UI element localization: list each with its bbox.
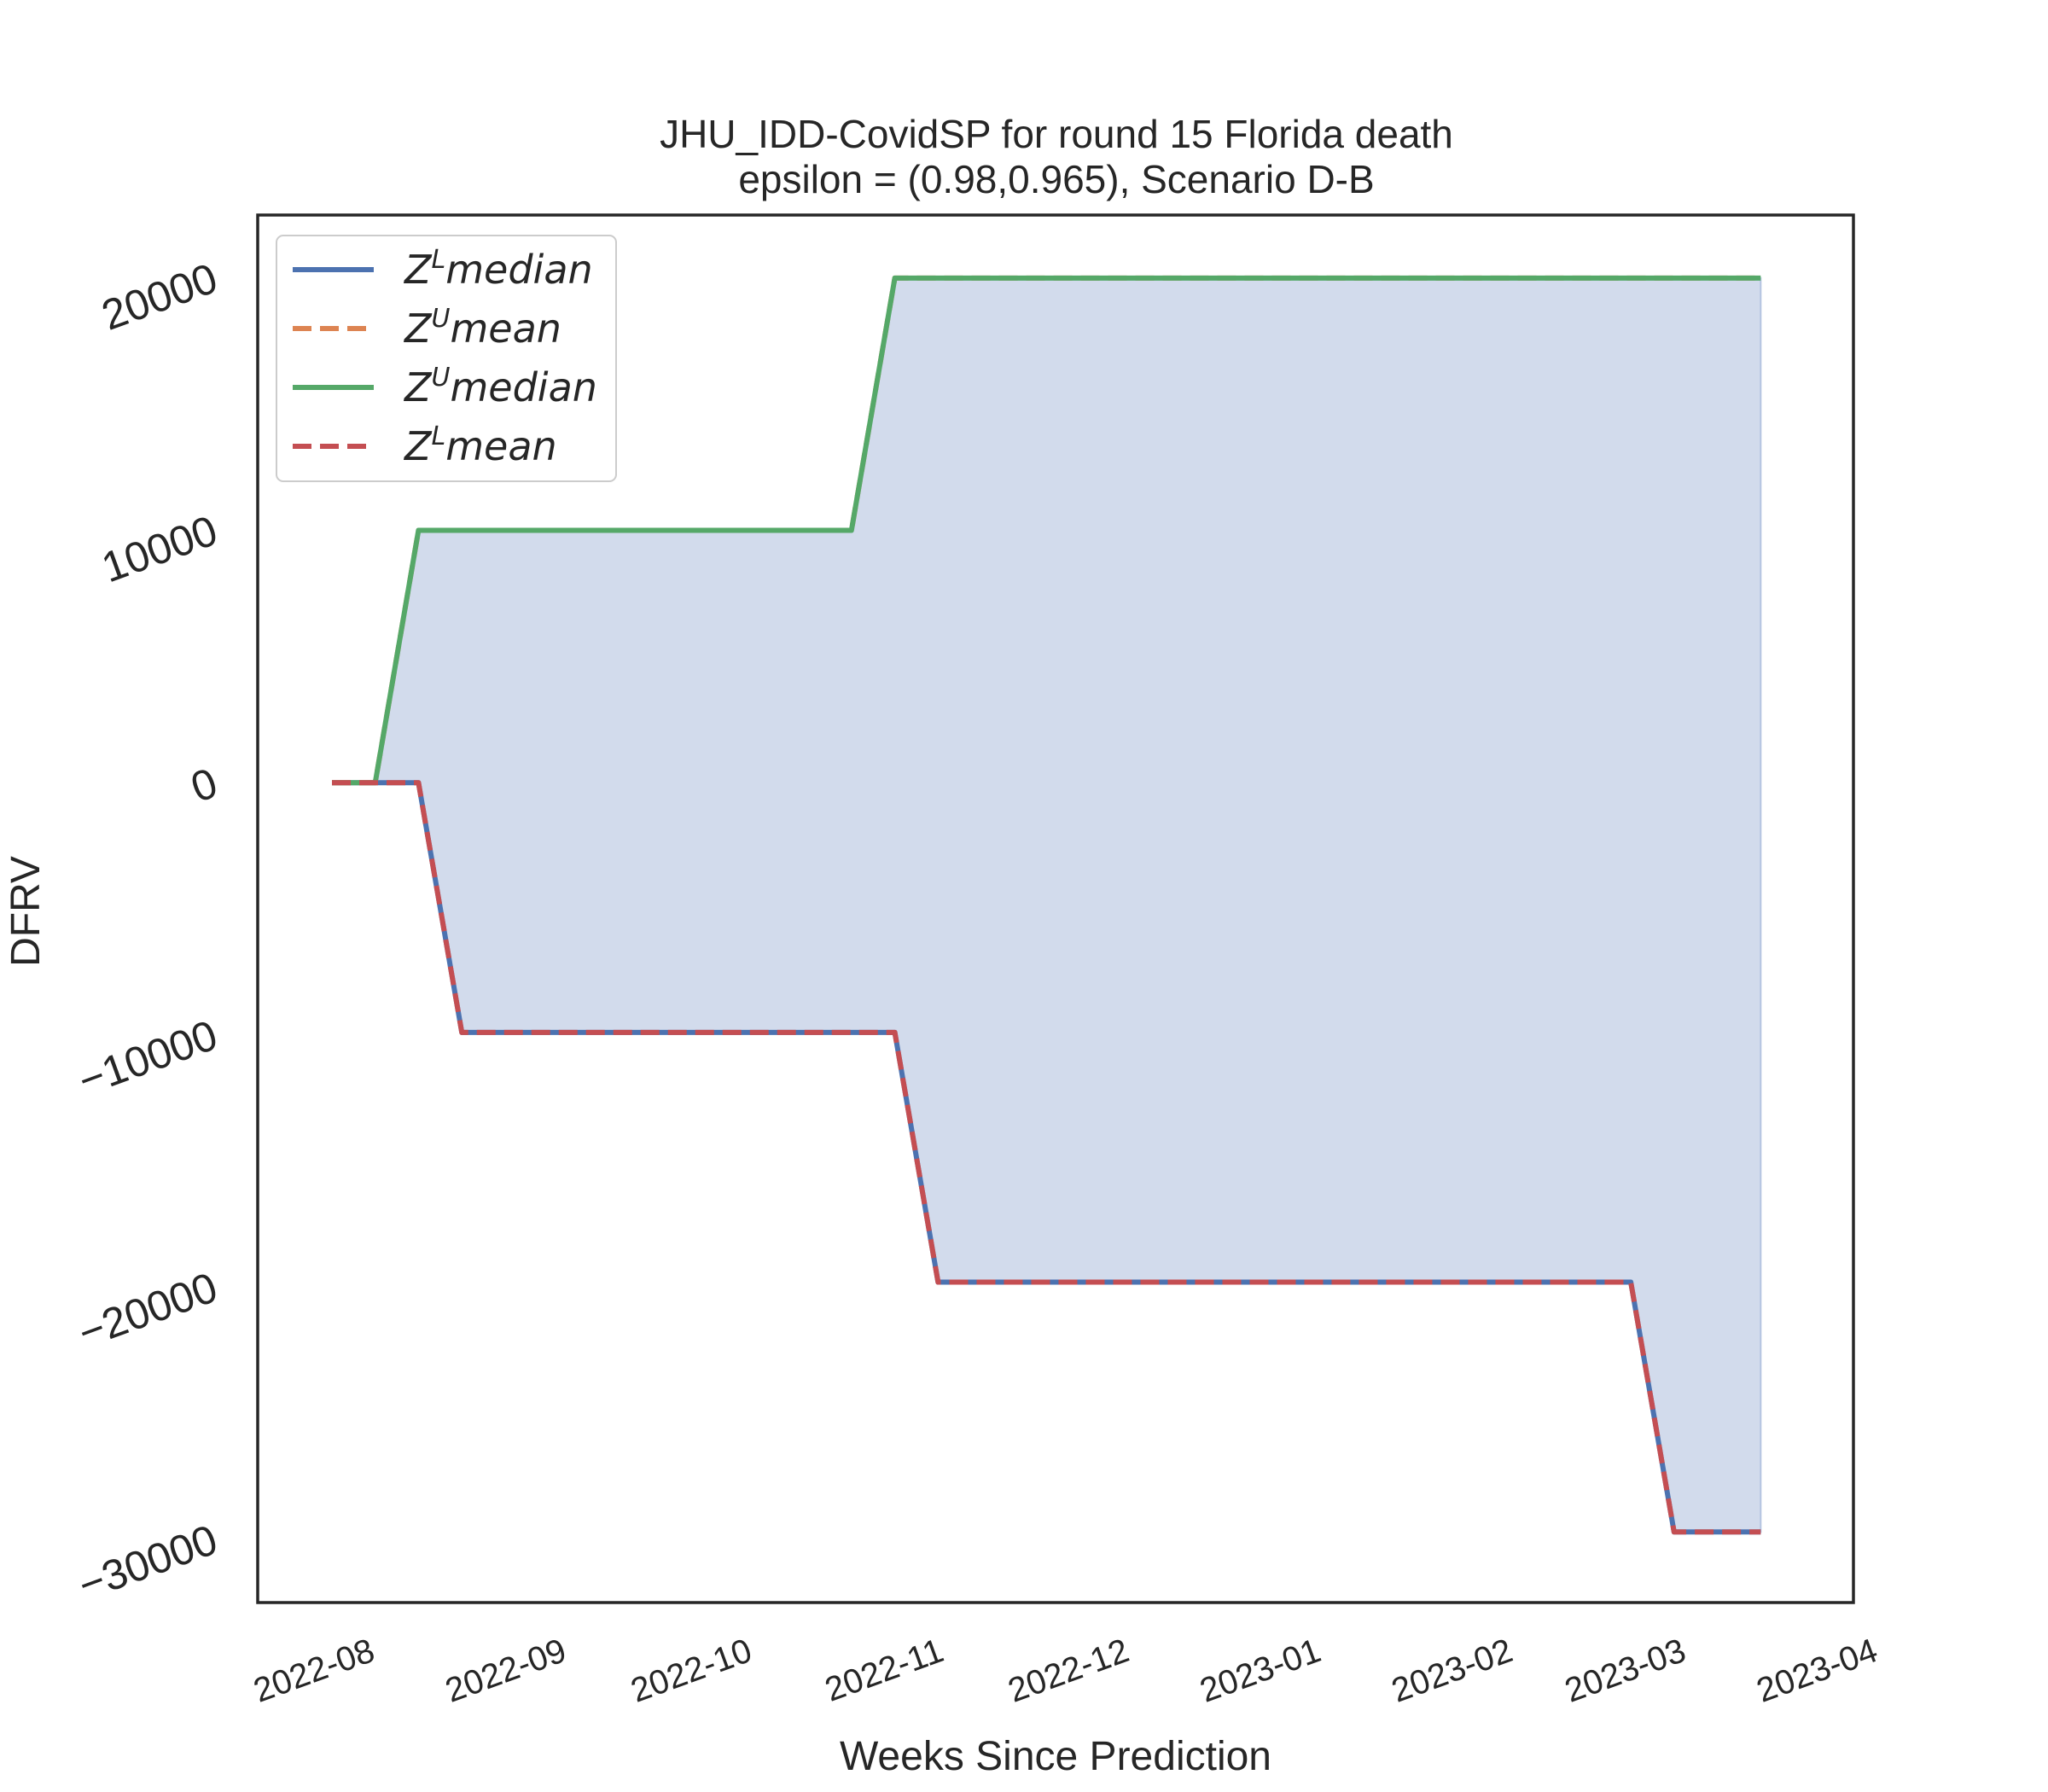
series-lines <box>332 275 1761 1535</box>
legend-label: ZUmedian <box>403 363 597 410</box>
legend-label: ZUmean <box>403 304 561 352</box>
x-tick-label: 2023-02 <box>1387 1632 1517 1710</box>
x-tick-label: 2022-11 <box>820 1632 948 1709</box>
series-line-z-l-mean <box>332 780 1761 1535</box>
y-tick-label: −30000 <box>73 1516 224 1609</box>
x-tick-label: 2022-08 <box>249 1632 380 1710</box>
legend-label: ZLmedian <box>403 245 593 293</box>
plot-area <box>256 213 1855 1604</box>
y-tick-label: 10000 <box>96 506 224 591</box>
y-tick-label: −10000 <box>73 1011 224 1105</box>
legend-box <box>276 235 617 482</box>
x-tick-label: 2022-10 <box>626 1632 757 1710</box>
x-tick-label: 2022-09 <box>440 1632 571 1710</box>
chart-subtitle: epsilon = (0.98,0.965), Scenario D-B <box>738 157 1374 201</box>
legend: ZLmedian ZUmean ZUmedian ZLmean <box>276 235 617 482</box>
y-tick-label: 20000 <box>96 254 224 340</box>
chart-title: JHU_IDD-CovidSP for round 15 Florida dea… <box>660 112 1453 156</box>
x-axis-ticks: 2022-08 2022-09 2022-10 2022-11 2022-12 2023-… <box>249 1632 1882 1710</box>
plot-frame <box>256 213 1855 1604</box>
y-axis-label: DFRV <box>3 856 49 967</box>
x-tick-label: 2023-01 <box>1195 1632 1325 1710</box>
x-tick-label: 2023-03 <box>1560 1632 1690 1710</box>
x-tick-label: 2022-12 <box>1004 1632 1134 1710</box>
series-line-z-u-median <box>332 275 1761 786</box>
y-tick-label: 0 <box>184 759 223 812</box>
x-axis-label: Weeks Since Prediction <box>840 1734 1271 1779</box>
legend-label: ZLmean <box>403 422 557 469</box>
y-tick-label: −20000 <box>73 1263 224 1357</box>
y-axis-ticks: 20000 10000 0 −10000 −20000 −30000 <box>73 254 224 1609</box>
x-tick-label: 2023-04 <box>1752 1632 1882 1710</box>
